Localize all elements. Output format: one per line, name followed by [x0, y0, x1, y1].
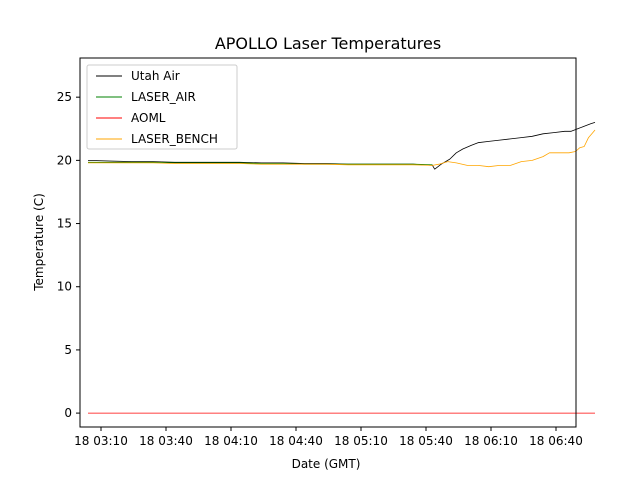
- y-tick-label: 10: [57, 280, 72, 294]
- legend-label-laser-bench: LASER_BENCH: [131, 132, 218, 146]
- legend-label-aoml: AOML: [131, 111, 166, 125]
- series-line-laser-bench: [88, 129, 596, 168]
- y-tick-label: 15: [57, 217, 72, 231]
- x-axis-ticks: 18 03:10 18 03:40 18 04:10 18 04:40 18 05:10…: [74, 427, 583, 448]
- x-axis-label: Date (GMT): [292, 457, 361, 471]
- x-tick-label: 18 05:10: [334, 434, 388, 448]
- y-tick-label: 20: [57, 153, 72, 167]
- y-tick-label: 5: [64, 343, 72, 357]
- series-line-laser-air: [88, 161, 433, 166]
- x-tick-label: 18 04:40: [269, 434, 323, 448]
- series-line-utah-air: [87, 122, 596, 170]
- y-tick-label: 25: [57, 90, 72, 104]
- legend: Utah Air LASER_AIR AOML LASER_BENCH: [86, 64, 238, 150]
- x-tick-label: 18 06:10: [464, 434, 518, 448]
- chart-title: APOLLO Laser Temperatures: [215, 34, 441, 53]
- x-tick-label: 18 05:40: [399, 434, 453, 448]
- x-tick-label: 18 06:40: [529, 434, 583, 448]
- y-axis-label: Temperature (C): [32, 193, 46, 292]
- x-tick-label: 18 03:40: [139, 434, 193, 448]
- series-layer: [87, 122, 596, 414]
- x-tick-label: 18 04:10: [204, 434, 258, 448]
- legend-label-utah-air: Utah Air: [131, 69, 180, 83]
- plot-frame: [79, 57, 577, 428]
- legend-box: [86, 64, 238, 150]
- legend-label-laser-air: LASER_AIR: [131, 90, 196, 104]
- x-tick-label: 18 03:10: [74, 434, 128, 448]
- y-tick-label: 0: [64, 406, 72, 420]
- y-axis-ticks: 0 5 10 15 20 25: [57, 90, 80, 420]
